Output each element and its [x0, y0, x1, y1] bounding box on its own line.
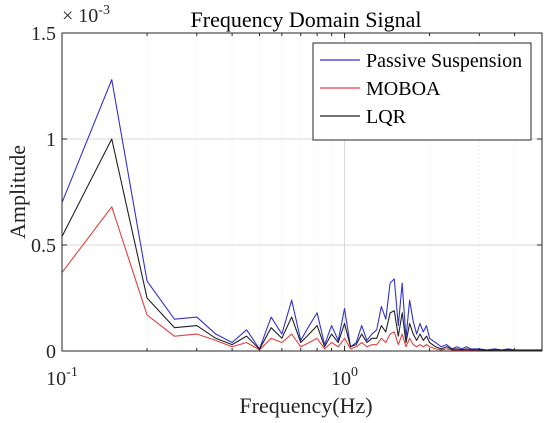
y-tick-label: 1 — [46, 129, 56, 151]
legend-box — [312, 42, 532, 141]
x-tick-base: 10 — [46, 368, 66, 390]
y-axis-label: Amplitude — [5, 145, 30, 239]
plot-frame — [61, 32, 543, 352]
y-tick-label: 1.5 — [31, 23, 56, 45]
x-tick-base: 10 — [331, 368, 351, 390]
x-tick-label: 10-1 — [46, 365, 78, 390]
series-layer — [61, 79, 542, 352]
legend-label-1: MOBOA — [366, 78, 441, 100]
x-axis-label: Frequency(Hz) — [239, 393, 372, 418]
legend-label-2: LQR — [366, 106, 407, 128]
legend: Passive Suspension MOBOA LQR — [312, 42, 532, 141]
chart-title: Frequency Domain Signal — [191, 7, 422, 32]
x-tick-exponent: 0 — [351, 365, 358, 380]
y-exponent-power: -3 — [98, 3, 110, 18]
series-line-2 — [61, 138, 542, 351]
legend-items: Passive Suspension MOBOA LQR — [320, 50, 522, 128]
y-tick-label: 0 — [46, 341, 56, 363]
y-exponent-base: × 10 — [62, 5, 98, 27]
x-tick-exponent: -1 — [66, 365, 78, 380]
series-line-0 — [61, 79, 542, 351]
y-axis-exponent: × 10-3 — [62, 3, 110, 27]
legend-label-0: Passive Suspension — [366, 50, 522, 72]
y-tick-label: 0.5 — [31, 235, 56, 257]
tick-layer: 00.511.510-1 100 — [31, 23, 543, 390]
x-tick-label: 100 — [331, 365, 358, 390]
